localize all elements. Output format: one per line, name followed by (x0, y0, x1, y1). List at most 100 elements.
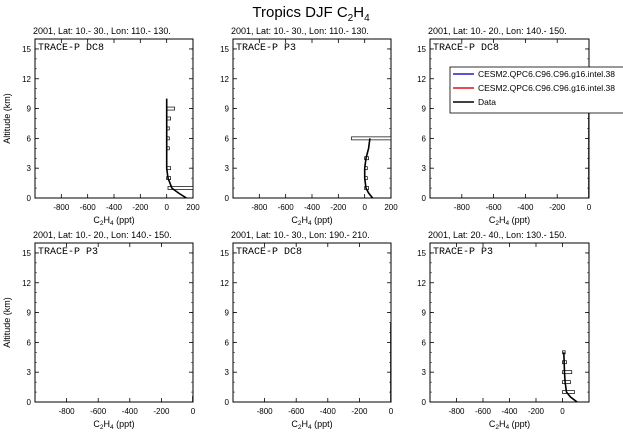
series-line-data (363, 138, 374, 198)
panel-title: 2001, Lat: 10.- 20., Lon: 140.- 150. (33, 230, 172, 240)
y-tick-label: 12 (220, 75, 229, 84)
y-tick-label: 15 (220, 249, 229, 258)
legend-label: CESM2.QPC6.C96.C96.g16.intel.38 (478, 69, 615, 79)
y-tick-label: 12 (22, 279, 31, 288)
y-tick-label: 3 (422, 368, 427, 377)
panel-4: 2001, Lat: 10.- 20., Lon: 140.- 150. TRAC… (2, 230, 196, 431)
panel-6: 2001, Lat: 20.- 40., Lon: 130.- 150. TRAC… (417, 230, 590, 431)
panel-title: 2001, Lat: 10.- 30., Lon: 110.- 130. (33, 26, 171, 36)
campaign-label: TRACE-P P3 (236, 43, 296, 54)
y-axis-label: Altitude (km) (2, 93, 12, 144)
plot-area (562, 350, 578, 402)
y-tick-label: 15 (22, 45, 31, 54)
y-tick-label: 6 (422, 134, 427, 143)
y-tick-label: 9 (27, 105, 32, 114)
y-tick-label: 3 (27, 368, 32, 377)
panel-title: 2001, Lat: 10.- 30., Lon: 190.- 210. (231, 230, 370, 240)
x-tick-label: -400 (320, 407, 337, 416)
plot-frame (232, 242, 392, 403)
x-tick-label: 0 (560, 407, 565, 416)
y-tick-label: 3 (27, 164, 32, 173)
x-tick-label: -400 (106, 203, 123, 212)
x-tick-label: -600 (90, 407, 107, 416)
x-tick-label: -600 (80, 203, 97, 212)
x-tick-label: -400 (501, 407, 518, 416)
x-axis-label: C2H4 (ppt) (291, 419, 332, 431)
x-tick-label: -200 (330, 203, 347, 212)
panel-title: 2001, Lat: 10.- 20., Lon: 140.- 150. (428, 26, 567, 36)
x-tick-label: 200 (384, 203, 398, 212)
y-tick-label: 0 (27, 398, 32, 407)
series-line-data (165, 98, 187, 198)
x-tick-label: 0 (587, 203, 592, 212)
x-tick-label: -600 (486, 203, 503, 212)
campaign-label: TRACE-P DC8 (38, 43, 104, 54)
x-tick-label: -600 (475, 407, 492, 416)
x-tick-label: -800 (257, 407, 274, 416)
panel-2: 2001, Lat: 10.- 30., Lon: 110.- 130. TRAC… (220, 26, 398, 227)
y-tick-label: 0 (422, 398, 427, 407)
y-tick-label: 9 (225, 309, 230, 318)
panel-title: 2001, Lat: 20.- 40., Lon: 130.- 150. (428, 230, 567, 240)
y-tick-label: 3 (225, 164, 230, 173)
y-tick-label: 0 (422, 194, 427, 203)
panel-5: 2001, Lat: 10.- 30., Lon: 190.- 210. TRAC… (220, 230, 394, 431)
y-tick-label: 15 (220, 45, 229, 54)
campaign-label: TRACE-P DC8 (433, 43, 499, 54)
x-tick-label: 0 (362, 203, 367, 212)
range-box (562, 370, 573, 375)
x-tick-label: 0 (164, 203, 169, 212)
x-tick-label: 0 (191, 407, 196, 416)
y-axis-label: Altitude (km) (2, 297, 12, 348)
x-axis-label: C2H4 (ppt) (291, 215, 332, 227)
panel-title: 2001, Lat: 10.- 30., Lon: 110.- 130. (231, 26, 369, 36)
panels: 2001, Lat: 10.- 30., Lon: 110.- 130. TRAC… (2, 26, 592, 431)
range-box (562, 390, 575, 394)
y-tick-label: 6 (225, 338, 230, 347)
x-tick-label: -800 (53, 203, 70, 212)
y-tick-label: 6 (27, 134, 32, 143)
y-tick-label: 15 (417, 45, 426, 54)
campaign-label: TRACE-P P3 (433, 247, 493, 258)
x-tick-label: 0 (389, 407, 394, 416)
y-tick-label: 9 (422, 105, 427, 114)
plot-area (351, 136, 391, 198)
range-box (166, 106, 175, 111)
y-tick-label: 3 (225, 368, 230, 377)
series-line-data (563, 352, 578, 402)
plot-frame (429, 38, 590, 199)
panel-1: 2001, Lat: 10.- 30., Lon: 110.- 130. TRAC… (2, 26, 200, 227)
y-tick-label: 0 (27, 194, 32, 203)
legend-label: CESM2.QPC6.C96.C96.g16.intel.38 (478, 83, 615, 93)
x-tick-label: -200 (351, 407, 368, 416)
campaign-label: TRACE-P DC8 (236, 247, 302, 258)
legend-label: Data (478, 97, 496, 107)
x-tick-label: -600 (288, 407, 305, 416)
x-tick-label: -200 (153, 407, 170, 416)
y-tick-label: 9 (422, 309, 427, 318)
x-tick-label: -800 (59, 407, 76, 416)
figure-title: Tropics DJF C2H4 (252, 4, 370, 24)
range-box (167, 186, 193, 190)
legend: CESM2.QPC6.C96.C96.g16.intel.38 CESM2.QPC… (449, 66, 623, 114)
x-tick-label: -200 (549, 203, 566, 212)
y-tick-label: 6 (27, 338, 32, 347)
y-tick-label: 9 (225, 105, 230, 114)
y-tick-label: 12 (22, 75, 31, 84)
range-box (562, 380, 571, 384)
plot-area (165, 98, 193, 198)
range-box (351, 136, 391, 141)
y-tick-label: 12 (417, 279, 426, 288)
y-tick-label: 15 (417, 249, 426, 258)
y-tick-label: 3 (422, 164, 427, 173)
y-tick-label: 12 (417, 75, 426, 84)
campaign-label: TRACE-P P3 (38, 247, 98, 258)
x-axis-label: C2H4 (ppt) (489, 215, 530, 227)
x-tick-label: -400 (304, 203, 321, 212)
x-axis-label: C2H4 (ppt) (93, 215, 134, 227)
y-tick-label: 15 (22, 249, 31, 258)
y-tick-label: 0 (225, 194, 230, 203)
panel-3: 2001, Lat: 10.- 20., Lon: 140.- 150. TRAC… (417, 26, 592, 227)
legend-box (449, 66, 623, 114)
